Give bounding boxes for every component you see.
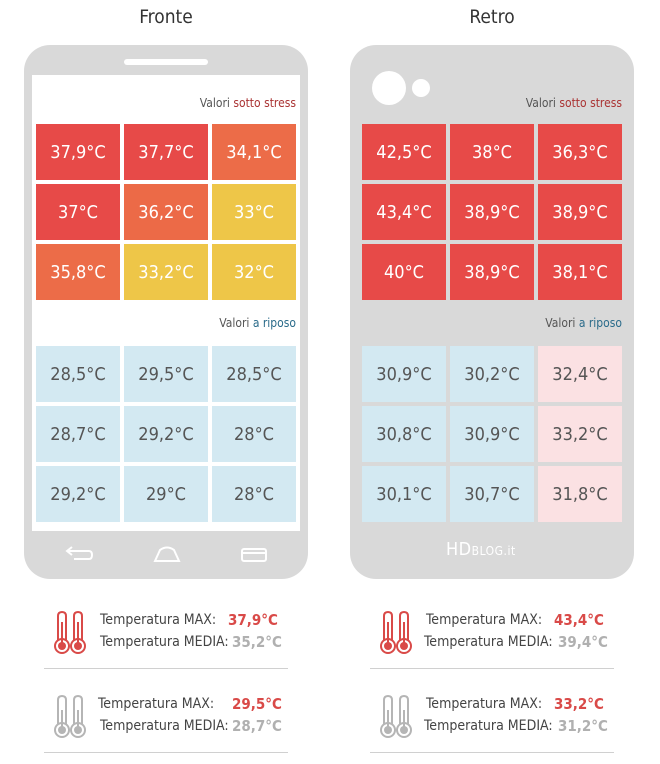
temperature-cell: 36,3°C <box>538 124 622 180</box>
temperature-cell: 38,9°C <box>538 184 622 240</box>
max-value: 33,2°C <box>554 695 604 713</box>
thermometer-red-icon <box>380 610 412 654</box>
thermometer-gray-icon <box>380 694 412 738</box>
stats-stress-front: Temperatura MAX: 37,9°C Temperatura MEDI… <box>52 606 292 658</box>
temperature-cell: 42,5°C <box>362 124 446 180</box>
temperature-cell: 37°C <box>36 184 120 240</box>
panel-title: Fronte <box>139 6 193 28</box>
temperature-cell: 35,8°C <box>36 244 120 300</box>
stress-label: Valori sotto stress <box>525 96 622 110</box>
avg-label: Temperatura MEDIA: <box>100 634 229 650</box>
panel-title: Retro <box>469 6 515 28</box>
temperature-cell: 28,7°C <box>36 406 120 462</box>
stats-stress-back: Temperatura MAX: 43,4°C Temperatura MEDI… <box>378 606 618 658</box>
max-value: 29,5°C <box>232 695 282 713</box>
temperature-cell: 38,9°C <box>450 184 534 240</box>
temperature-cell: 33°C <box>212 184 296 240</box>
rest-grid: 28,5°C 29,5°C 28,5°C 28,7°C 29,2°C 28°C 29,2°C… <box>36 346 296 522</box>
temperature-cell: 37,7°C <box>124 124 208 180</box>
temperature-cell: 30,9°C <box>362 346 446 402</box>
temperature-cell: 36,2°C <box>124 184 208 240</box>
rest-label: Valori a riposo <box>219 316 296 330</box>
temperature-cell: 38,9°C <box>450 244 534 300</box>
avg-value: 31,2°C <box>558 717 608 735</box>
back-icon <box>65 546 94 560</box>
max-value: 37,9°C <box>228 611 278 629</box>
avg-label: Temperatura MEDIA: <box>100 718 229 734</box>
temperature-cell: 30,7°C <box>450 466 534 522</box>
phone-speaker <box>124 59 208 65</box>
temperature-cell: 28,5°C <box>36 346 120 402</box>
max-value: 43,4°C <box>554 611 604 629</box>
temperature-cell: 31,8°C <box>538 466 622 522</box>
temperature-cell: 30,1°C <box>362 466 446 522</box>
stress-label: Valori sotto stress <box>199 96 296 110</box>
avg-label: Temperatura MEDIA: <box>424 718 553 734</box>
stress-grid: 37,9°C 37,7°C 34,1°C 37°C 36,2°C 33°C 35,8°C 33… <box>36 124 296 300</box>
max-label: Temperatura MAX: <box>426 696 543 712</box>
brand-logo: HDBLOG.it <box>446 539 516 560</box>
temperature-cell: 38°C <box>450 124 534 180</box>
temperature-cell: 28,5°C <box>212 346 296 402</box>
temperature-cell: 32,4°C <box>538 346 622 402</box>
temperature-cell: 30,8°C <box>362 406 446 462</box>
temperature-cell: 33,2°C <box>124 244 208 300</box>
recent-apps-icon <box>241 548 267 562</box>
rest-label: Valori a riposo <box>545 316 622 330</box>
temperature-cell: 43,4°C <box>362 184 446 240</box>
thermometer-gray-icon <box>54 694 86 738</box>
temperature-cell: 37,9°C <box>36 124 120 180</box>
temperature-cell: 38,1°C <box>538 244 622 300</box>
divider <box>44 752 288 753</box>
max-label: Temperatura MAX: <box>100 612 217 628</box>
stress-grid: 42,5°C 38°C 36,3°C 43,4°C 38,9°C 38,9°C 40°C 38… <box>362 124 622 300</box>
camera-lens <box>372 71 406 105</box>
temperature-cell: 30,9°C <box>450 406 534 462</box>
rest-grid: 30,9°C 30,2°C 32,4°C 30,8°C 30,9°C 33,2°C 30,1… <box>362 346 622 522</box>
temperature-cell: 34,1°C <box>212 124 296 180</box>
temperature-cell: 30,2°C <box>450 346 534 402</box>
temperature-cell: 29°C <box>124 466 208 522</box>
home-icon <box>153 546 181 562</box>
temperature-cell: 28°C <box>212 406 296 462</box>
divider <box>44 668 288 669</box>
max-label: Temperatura MAX: <box>98 696 215 712</box>
flash <box>412 79 430 97</box>
thermometer-red-icon <box>54 610 86 654</box>
temperature-cell: 28°C <box>212 466 296 522</box>
phone-navbar <box>24 539 308 569</box>
temperature-cell: 29,5°C <box>124 346 208 402</box>
stats-rest-front: Temperatura MAX: 29,5°C Temperatura MEDI… <box>52 690 292 742</box>
max-label: Temperatura MAX: <box>426 612 543 628</box>
temperature-cell: 40°C <box>362 244 446 300</box>
temperature-cell: 29,2°C <box>124 406 208 462</box>
temperature-cell: 33,2°C <box>538 406 622 462</box>
avg-label: Temperatura MEDIA: <box>424 634 553 650</box>
divider <box>370 752 614 753</box>
avg-value: 28,7°C <box>232 717 282 735</box>
temperature-cell: 32°C <box>212 244 296 300</box>
avg-value: 35,2°C <box>232 633 282 651</box>
temperature-cell: 29,2°C <box>36 466 120 522</box>
stats-rest-back: Temperatura MAX: 33,2°C Temperatura MEDI… <box>378 690 618 742</box>
divider <box>370 668 614 669</box>
avg-value: 39,4°C <box>558 633 608 651</box>
